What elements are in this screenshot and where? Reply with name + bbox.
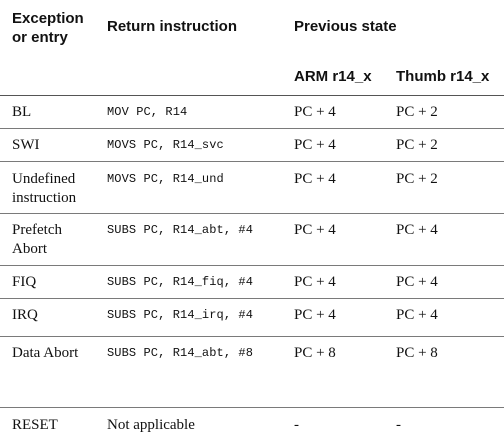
arm-cell: PC + 4 [294, 137, 336, 153]
header-arm-r14: ARM r14_x [294, 68, 372, 85]
instruction-cell: MOVS PC, R14_und [107, 172, 224, 186]
header-previous-state: Previous state [294, 18, 397, 35]
thumb-cell: PC + 2 [396, 137, 438, 153]
arm-cell: PC + 4 [294, 171, 336, 187]
thumb-cell: PC + 4 [396, 307, 438, 323]
exception-cell: BL [12, 104, 32, 120]
row-divider [0, 213, 504, 214]
instruction-cell: SUBS PC, R14_abt, #4 [107, 223, 254, 237]
exception-cell: Data Abort [12, 345, 79, 361]
header-return-instruction: Return instruction [107, 18, 237, 35]
thumb-cell: PC + 4 [396, 222, 438, 238]
header-divider [0, 95, 504, 96]
thumb-cell: PC + 8 [396, 345, 438, 361]
header-exception-line2: or entry [12, 29, 68, 46]
arm-cell: PC + 4 [294, 222, 336, 238]
instruction-cell: SUBS PC, R14_irq, #4 [107, 308, 254, 322]
exception-cell-line2: instruction [12, 190, 77, 206]
exception-cell: IRQ [12, 307, 38, 323]
row-divider [0, 336, 504, 337]
instruction-cell: SUBS PC, R14_abt, #8 [107, 346, 254, 360]
arm-cell: - [294, 417, 299, 433]
instruction-cell: SUBS PC, R14_fiq, #4 [107, 275, 254, 289]
row-divider [0, 298, 504, 299]
exception-cell-line1: Prefetch [12, 222, 62, 238]
row-divider [0, 128, 504, 129]
row-divider [0, 265, 504, 266]
header-thumb-r14: Thumb r14_x [396, 68, 490, 85]
exception-cell: FIQ [12, 274, 37, 290]
exception-cell-line2: Abort [12, 241, 47, 257]
exception-cell-line1: Undefined [12, 171, 76, 187]
arm-cell: PC + 4 [294, 307, 336, 323]
arm-cell: PC + 4 [294, 104, 336, 120]
instruction-cell: Not applicable [107, 417, 195, 433]
exception-cell: SWI [12, 137, 40, 153]
thumb-cell: PC + 2 [396, 171, 438, 187]
thumb-cell: - [396, 417, 401, 433]
instruction-cell: MOVS PC, R14_svc [107, 138, 224, 152]
thumb-cell: PC + 4 [396, 274, 438, 290]
row-divider [0, 407, 504, 408]
exception-cell: RESET [12, 417, 58, 433]
arm-cell: PC + 4 [294, 274, 336, 290]
thumb-cell: PC + 2 [396, 104, 438, 120]
header-exception-line1: Exception [12, 10, 84, 27]
row-divider [0, 161, 504, 162]
instruction-cell: MOV PC, R14 [107, 105, 188, 119]
arm-cell: PC + 8 [294, 345, 336, 361]
